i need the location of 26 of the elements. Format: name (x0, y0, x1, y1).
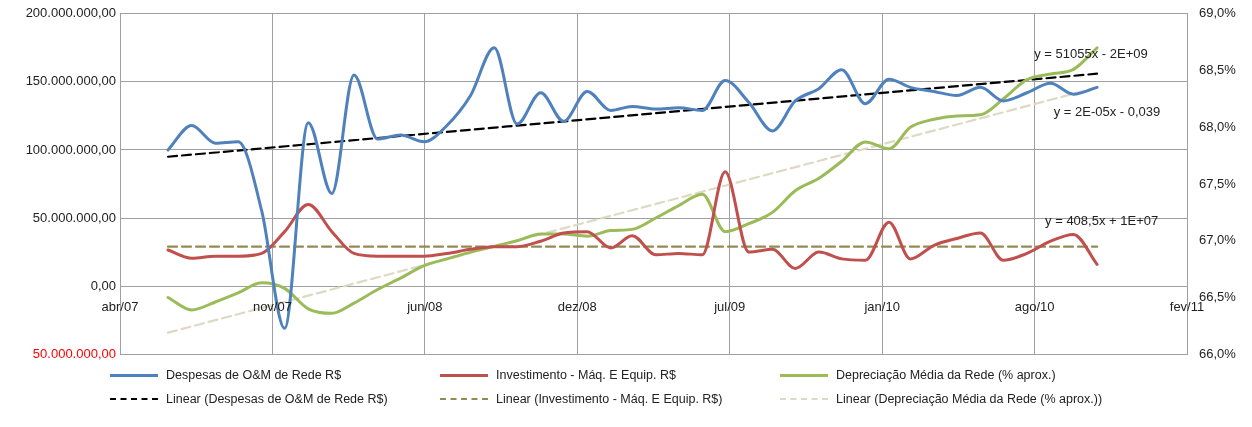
x-tick-label: ago/10 (1014, 299, 1055, 315)
legend-label: Linear (Investimento - Máq. E Equip. R$) (496, 392, 723, 406)
legend-label: Linear (Depreciação Média da Rede (% aprox.)) (836, 392, 1103, 406)
y-tick-label: 200.000.000,00 (25, 5, 116, 21)
legend-label: Investimento - Máq. E Equip. R$ (496, 368, 676, 382)
legend-label: Depreciação Média da Rede (% aprox.) (836, 368, 1056, 382)
y2-tick-label: 68,0% (1199, 118, 1237, 134)
y-tick-label: 100.000.000,00 (25, 141, 116, 157)
y-tick-label: 150.000.000,00 (25, 73, 116, 89)
y2-tick-label: 67,5% (1199, 175, 1237, 191)
y-tick-label: 50.000.000,00 (32, 209, 116, 225)
y2-tick-label: 68,5% (1199, 62, 1237, 78)
y2-tick-label: 69,0% (1199, 5, 1237, 21)
annotation: y = 2E-05x - 0,039 (1053, 104, 1161, 120)
y-tick-label: 0,00 (90, 277, 116, 293)
y2-tick-label: 66,0% (1199, 345, 1237, 361)
x-tick-label: jun/08 (406, 299, 443, 315)
x-tick-label: abr/07 (101, 299, 139, 315)
legend-label: Linear (Despesas de O&M de Rede R$) (166, 392, 388, 406)
x-tick-label: jul/09 (713, 299, 746, 315)
x-tick-label: dez/08 (557, 299, 597, 315)
y2-tick-label: 67,0% (1199, 232, 1237, 248)
x-tick-label: jan/10 (863, 299, 900, 315)
legend-label: Despesas de O&M de Rede R$ (166, 368, 342, 382)
annotation: y = 408,5x + 1E+07 (1045, 213, 1159, 229)
y-tick-label: 50.000.000,00 (32, 345, 116, 361)
